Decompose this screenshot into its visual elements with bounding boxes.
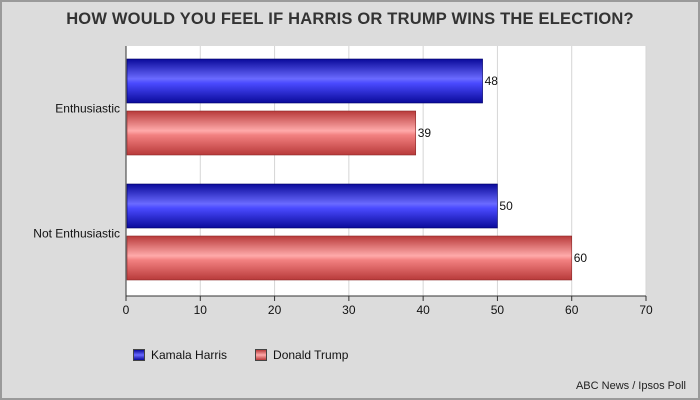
chart-legend: Kamala Harris Donald Trump <box>133 348 348 362</box>
bar-trump <box>126 110 417 156</box>
data-label: 48 <box>485 74 499 88</box>
source-note: ABC News / Ipsos Poll <box>575 380 686 392</box>
data-label: 50 <box>499 199 513 213</box>
x-tick-label: 30 <box>342 303 356 317</box>
x-tick-label: 20 <box>268 303 282 317</box>
data-label: 60 <box>574 251 588 265</box>
x-tick-label: 10 <box>194 303 208 317</box>
x-tick-label: 0 <box>123 303 130 317</box>
x-tick-label: 50 <box>491 303 505 317</box>
legend-item-harris: Kamala Harris <box>133 348 227 362</box>
bar-harris <box>126 183 498 229</box>
x-tick-label: 70 <box>639 303 653 317</box>
x-tick-label: 40 <box>416 303 430 317</box>
chart-title: HOW WOULD YOU FEEL IF HARRIS OR TRUMP WI… <box>66 10 634 28</box>
legend-item-trump: Donald Trump <box>255 348 348 362</box>
category-label: Enthusiastic <box>55 102 120 116</box>
bar-trump <box>126 235 573 281</box>
legend-label-trump: Donald Trump <box>273 348 349 362</box>
legend-label-harris: Kamala Harris <box>151 348 228 362</box>
legend-swatch-harris <box>133 349 145 361</box>
x-tick-label: 60 <box>565 303 579 317</box>
category-label: Not Enthusiastic <box>33 227 120 241</box>
bar-harris <box>126 58 483 104</box>
legend-swatch-trump <box>255 349 268 361</box>
data-label: 39 <box>418 126 432 140</box>
